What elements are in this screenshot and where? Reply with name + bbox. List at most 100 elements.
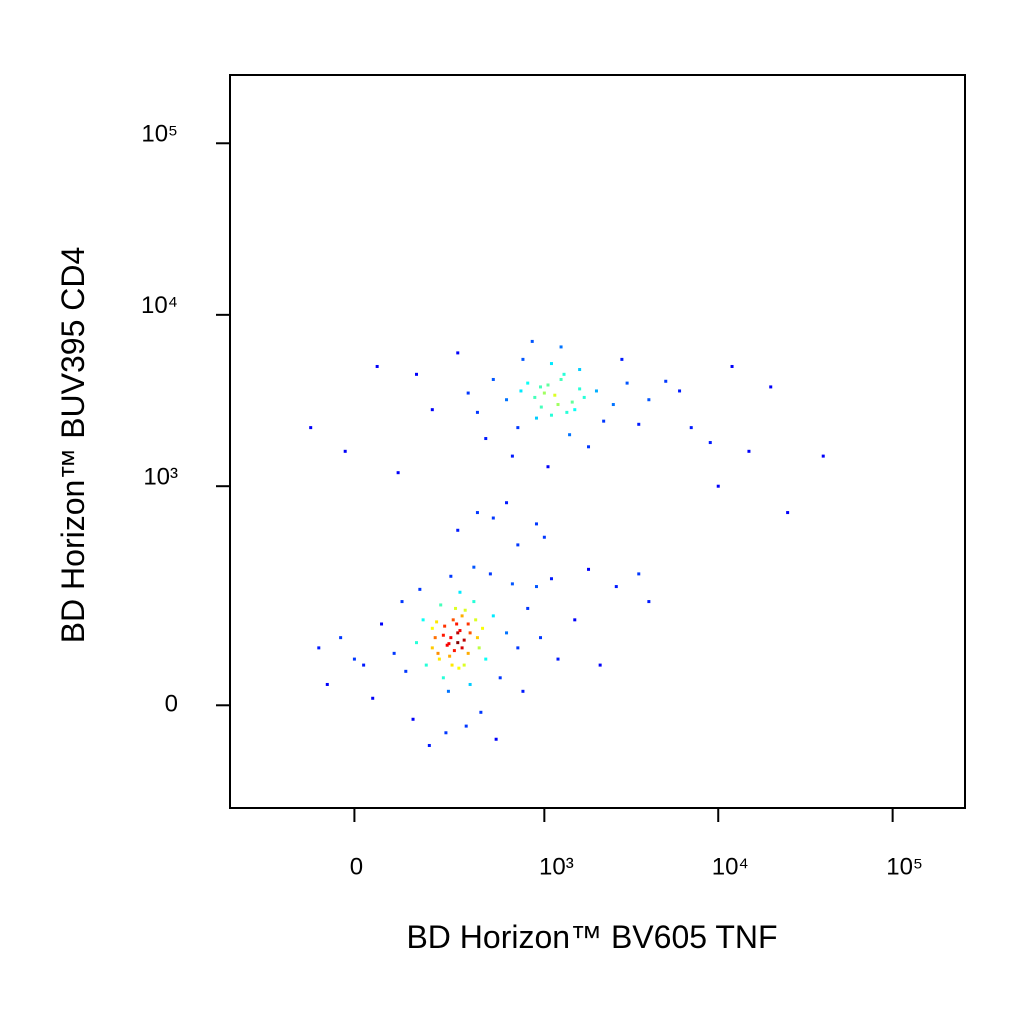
event-dot <box>516 646 520 650</box>
x-tick-label: 10³ <box>539 853 574 880</box>
y-tick-label: 10⁵ <box>141 121 178 148</box>
event-dot <box>352 657 356 661</box>
event-dot <box>456 351 460 355</box>
event-dot <box>449 636 453 640</box>
event-dot <box>445 643 449 647</box>
event-dot <box>516 543 520 547</box>
event-dot <box>510 454 514 458</box>
event-dot <box>565 410 569 414</box>
event-dot <box>371 696 375 700</box>
event-dot <box>526 606 530 610</box>
event-dot <box>730 364 734 368</box>
event-dot <box>526 381 530 385</box>
event-dot <box>488 572 492 576</box>
event-dot <box>491 516 495 520</box>
event-dot <box>494 737 498 741</box>
event-dot <box>446 689 450 693</box>
event-dot <box>539 385 543 389</box>
event-dot <box>521 689 525 693</box>
event-dot <box>457 666 461 670</box>
event-dot <box>466 651 470 655</box>
event-dot <box>427 743 431 747</box>
event-dot <box>317 646 321 650</box>
event-dot <box>664 379 668 383</box>
event-dot <box>462 638 466 642</box>
y-axis-label: BD Horizon™ BUV395 CD4 <box>55 247 91 644</box>
plot-frame <box>229 74 966 809</box>
event-dot <box>414 641 418 645</box>
event-dot <box>443 624 447 628</box>
event-dot <box>392 651 396 655</box>
event-dot <box>549 413 553 417</box>
event-dot <box>716 484 720 488</box>
event-dot <box>380 622 384 626</box>
event-dot <box>477 646 481 650</box>
event-dot <box>451 618 455 622</box>
event-dot <box>456 631 460 635</box>
event-dot <box>505 501 509 505</box>
event-dot <box>542 391 546 395</box>
event-dot <box>821 454 825 458</box>
event-dot <box>430 408 434 412</box>
event-dot <box>637 572 641 576</box>
event-dot <box>452 649 456 653</box>
event-dot <box>450 663 454 667</box>
event-dot <box>464 724 468 728</box>
event-dot <box>559 377 563 381</box>
event-dot <box>309 426 313 430</box>
event-dot <box>343 449 347 453</box>
event-dot <box>559 345 563 349</box>
y-tick-label: 0 <box>165 691 178 718</box>
event-dot <box>462 663 466 667</box>
event-dot <box>534 416 538 420</box>
event-dot <box>447 642 451 646</box>
event-dot <box>466 391 470 395</box>
event-dot <box>786 511 790 515</box>
event-dot <box>460 614 464 618</box>
event-dot <box>505 398 509 402</box>
event-dot <box>475 636 479 640</box>
event-dot <box>769 385 773 389</box>
event-dot <box>421 618 425 622</box>
event-dot <box>472 565 476 569</box>
event-dot <box>475 511 479 515</box>
event-dot <box>530 339 534 343</box>
event-dot <box>414 372 418 376</box>
event-dot <box>568 433 572 437</box>
event-dot <box>542 535 546 539</box>
event-dot <box>516 426 520 430</box>
event-dot <box>534 522 538 526</box>
event-dot <box>573 618 577 622</box>
event-dot <box>491 614 495 618</box>
event-dot <box>587 445 591 449</box>
event-dot <box>647 600 651 604</box>
event-dot <box>594 389 598 393</box>
event-dot <box>396 471 400 475</box>
event-dot <box>466 622 470 626</box>
x-tick-label: 10⁵ <box>886 853 923 880</box>
event-dot <box>533 395 537 399</box>
event-dot <box>678 389 682 393</box>
event-dot <box>460 646 464 650</box>
event-dot <box>578 368 582 372</box>
event-dot <box>339 636 343 640</box>
event-dot <box>455 622 459 626</box>
event-dot <box>484 657 488 661</box>
event-dot <box>553 393 557 397</box>
event-dot <box>647 398 651 402</box>
event-dot <box>436 651 440 655</box>
event-dot <box>637 422 641 426</box>
event-dot <box>325 682 329 686</box>
event-dot <box>468 631 472 635</box>
event-dot <box>481 626 485 630</box>
event-dot <box>375 364 379 368</box>
event-dot <box>708 441 712 445</box>
event-dot <box>474 618 478 622</box>
event-dot <box>546 383 550 387</box>
y-tick-label: 10³ <box>143 464 178 491</box>
event-dot <box>611 403 615 407</box>
event-dot <box>625 381 629 385</box>
event-dot <box>458 629 462 633</box>
event-dot <box>441 676 445 680</box>
